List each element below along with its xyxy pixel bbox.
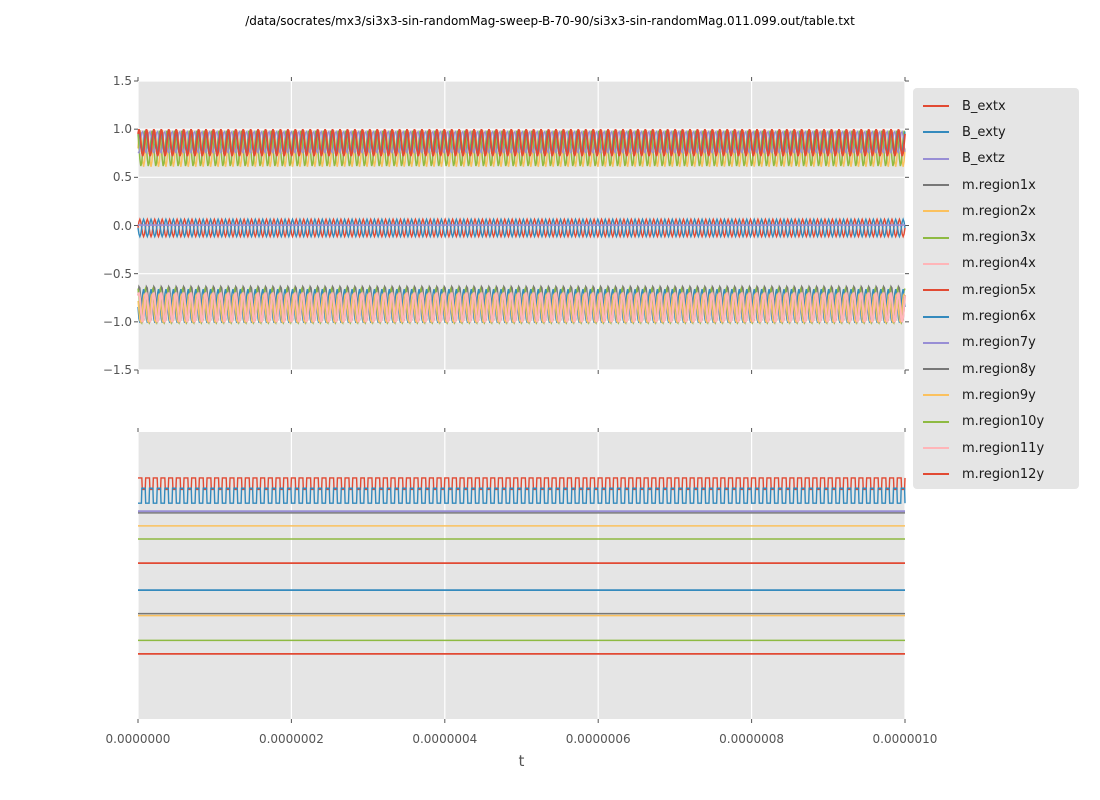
legend-line-swatch [923, 236, 949, 239]
legend-label: m.region12y [962, 466, 1045, 482]
top-series-middle-blue-9 [137, 217, 906, 239]
legend-label: m.region10y [962, 414, 1045, 430]
legend-line-swatch [923, 105, 949, 108]
legend-item-m.region6x: m.region6x [913, 303, 1079, 329]
legend-label: m.region2x [962, 203, 1036, 219]
y-tick-label: 1.0 [112, 122, 132, 137]
top-series-upper-red-12 [137, 128, 906, 157]
legend-line-swatch [923, 341, 949, 344]
y-tick-label: 0.0 [112, 218, 132, 233]
bottom-series-square-red-0 [138, 477, 906, 491]
legend-item-m.region9y: m.region9y [913, 382, 1079, 408]
legend-item-m.region2x: m.region2x [913, 198, 1079, 224]
legend-label: m.region4x [962, 256, 1036, 272]
legend-line-swatch [923, 289, 949, 292]
x-tick-label: 0.0000004 [412, 732, 478, 746]
legend-item-m.region4x: m.region4x [913, 251, 1079, 277]
y-tick-label: −1.5 [102, 363, 132, 377]
legend-label: m.region3x [962, 230, 1036, 246]
legend-line-swatch [923, 394, 949, 397]
figure-title: /data/socrates/mx3/si3x3-sin-randomMag-s… [245, 14, 855, 28]
legend-item-m.region8y: m.region8y [913, 356, 1079, 382]
legend-label: m.region8y [962, 361, 1036, 377]
x-tick-label: 0.0000000 [105, 732, 171, 746]
legend-item-m.region3x: m.region3x [913, 224, 1079, 250]
legend-line-swatch [923, 262, 949, 265]
legend-line-swatch [923, 473, 949, 476]
legend-item-m.region10y: m.region10y [913, 409, 1079, 435]
y-tick-label: 1.5 [112, 74, 132, 88]
legend-label: m.region7y [962, 335, 1036, 351]
y-tick-label: 0.5 [112, 170, 132, 185]
legend-label: m.region11y [962, 440, 1045, 456]
legend-label: m.region5x [962, 282, 1036, 298]
legend-label: B_extz [962, 151, 1005, 167]
legend-item-m.region1x: m.region1x [913, 172, 1079, 198]
x-tick-label: 0.0000006 [565, 732, 631, 746]
legend-label: m.region6x [962, 309, 1036, 325]
legend-item-B_extx: B_extx [913, 93, 1079, 119]
legend-line-swatch [923, 131, 949, 134]
x-axis-label: t [518, 752, 525, 770]
legend-line-swatch [923, 315, 949, 318]
bottom-series-square-blue-1 [138, 487, 906, 504]
legend-line-swatch [923, 447, 949, 449]
legend-item-B_extz: B_extz [913, 146, 1079, 172]
y-tick-label: −1.0 [102, 314, 132, 329]
legend-line-swatch [923, 368, 949, 371]
legend: B_extx B_exty B_extz m.region1x m.region2x m.… [913, 88, 1079, 489]
legend-item-B_exty: B_exty [913, 119, 1079, 145]
legend-line-swatch [923, 420, 949, 423]
x-tick-label: 0.0000010 [872, 732, 938, 746]
x-tick-label: 0.0000002 [258, 732, 324, 746]
x-tick-label: 0.0000008 [719, 732, 785, 746]
legend-item-m.region11y: m.region11y [913, 435, 1079, 461]
legend-label: m.region9y [962, 387, 1036, 403]
legend-item-m.region5x: m.region5x [913, 277, 1079, 303]
legend-line-swatch [923, 184, 949, 187]
y-tick-label: −0.5 [102, 266, 132, 281]
bottom-axes-background [138, 432, 905, 719]
legend-label: B_exty [962, 124, 1006, 140]
legend-line-swatch [923, 157, 949, 160]
legend-item-m.region7y: m.region7y [913, 330, 1079, 356]
legend-label: m.region1x [962, 177, 1036, 193]
top-series-lower-pink-10 [136, 292, 907, 323]
legend-label: B_extx [962, 98, 1006, 114]
legend-line-swatch [923, 210, 949, 213]
legend-item-m.region12y: m.region12y [913, 461, 1079, 487]
